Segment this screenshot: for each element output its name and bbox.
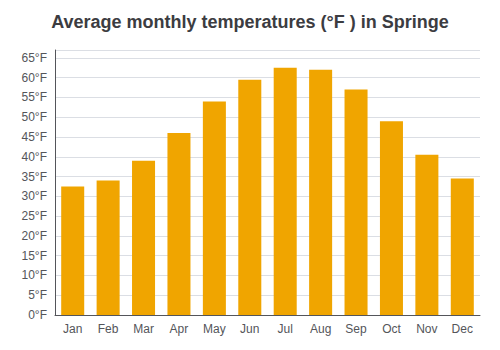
svg-text:55°F: 55°F [22,90,47,104]
svg-text:65°F: 65°F [22,51,47,65]
svg-text:50°F: 50°F [22,110,47,124]
svg-text:Average monthly temperatures (: Average monthly temperatures (°F ) in Sp… [51,12,449,32]
svg-text:20°F: 20°F [22,229,47,243]
svg-text:Mar: Mar [133,322,154,336]
svg-text:May: May [203,322,226,336]
svg-text:Sep: Sep [345,322,367,336]
svg-text:Apr: Apr [170,322,189,336]
svg-text:Jan: Jan [63,322,82,336]
svg-text:Jul: Jul [278,322,293,336]
svg-text:40°F: 40°F [22,150,47,164]
svg-text:25°F: 25°F [22,209,47,223]
svg-text:15°F: 15°F [22,249,47,263]
svg-text:10°F: 10°F [22,268,47,282]
svg-text:Feb: Feb [98,322,119,336]
svg-text:35°F: 35°F [22,170,47,184]
svg-text:Jun: Jun [240,322,259,336]
svg-text:Nov: Nov [416,322,437,336]
svg-text:0°F: 0°F [28,308,47,322]
svg-text:5°F: 5°F [28,288,47,302]
svg-text:45°F: 45°F [22,130,47,144]
svg-text:Dec: Dec [452,322,473,336]
svg-text:30°F: 30°F [22,189,47,203]
svg-text:60°F: 60°F [22,71,47,85]
svg-text:Oct: Oct [382,322,401,336]
svg-text:Aug: Aug [310,322,331,336]
